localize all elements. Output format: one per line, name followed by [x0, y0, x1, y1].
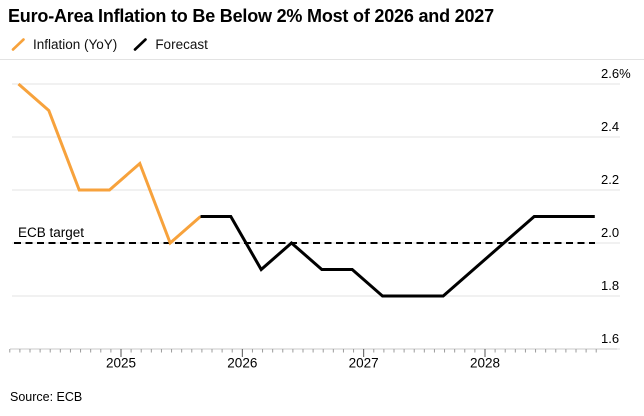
forecast-slash-icon: [134, 38, 148, 51]
legend-label-inflation: Inflation (YoY): [33, 37, 118, 52]
svg-text:2026: 2026: [227, 356, 257, 371]
inflation-slash-icon: [11, 38, 25, 51]
source-note: Source: ECB: [10, 390, 83, 404]
svg-text:2.0: 2.0: [601, 225, 619, 240]
legend-item-inflation: Inflation (YoY): [11, 37, 117, 52]
inflation-line-swatch-icon: [11, 38, 25, 51]
forecast-line-swatch-icon: [134, 38, 148, 51]
svg-text:2.4: 2.4: [601, 119, 619, 134]
svg-text:2.6%: 2.6%: [601, 66, 631, 81]
svg-text:1.6: 1.6: [601, 331, 619, 346]
chart-title: Euro-Area Inflation to Be Below 2% Most …: [8, 6, 494, 26]
legend-item-forecast: Forecast: [133, 37, 208, 52]
svg-text:2027: 2027: [349, 356, 379, 371]
legend: Inflation (YoY) Forecast: [11, 37, 208, 52]
svg-text:2028: 2028: [470, 356, 500, 371]
ecb-target-annotation: ECB target: [18, 225, 85, 240]
svg-text:2.2: 2.2: [601, 172, 619, 187]
svg-text:1.8: 1.8: [601, 278, 619, 293]
svg-text:2025: 2025: [106, 356, 136, 371]
legend-label-forecast: Forecast: [155, 37, 208, 52]
